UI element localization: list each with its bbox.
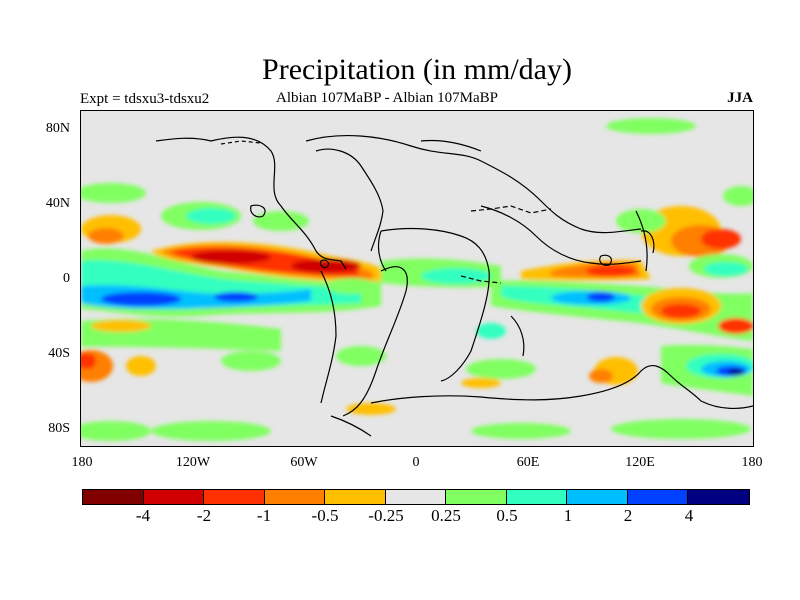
anomaly-blob: [253, 211, 309, 231]
colorbar: [82, 489, 750, 505]
anomaly-blob: [421, 268, 491, 284]
colorbar-label: -4: [135, 506, 151, 525]
anomaly-blob: [461, 378, 501, 388]
colorbar-swatch: [264, 490, 325, 504]
coastline-eurasia: [305, 134, 642, 234]
anomaly-field: [81, 118, 753, 441]
period-label: Albian 107MaBP - Albian 107MaBP: [276, 90, 498, 106]
anomaly-blob: [466, 359, 536, 379]
coastline-east-asia: [635, 210, 648, 272]
anomaly-blob: [81, 183, 146, 203]
anomaly-blob: [611, 419, 751, 439]
colorbar-label: 0.5: [496, 506, 518, 525]
anomaly-blob: [326, 278, 376, 294]
coastline-island: [599, 254, 613, 266]
coastline-island: [250, 204, 266, 218]
coastline-africa: [380, 227, 490, 382]
anomaly-blob: [346, 403, 396, 415]
experiment-label: Expt = tdsxu3-tdsxu2: [80, 91, 210, 107]
coastline-japan: [640, 230, 655, 254]
anomaly-blob: [476, 323, 506, 339]
anomaly-blob: [723, 186, 753, 206]
lat-tick-label: 80N: [45, 121, 70, 136]
coastline-north-america-east: [315, 148, 384, 252]
colorbar-label: -0.5: [311, 506, 339, 525]
colorbar-label: 1: [563, 506, 573, 525]
coastline-south-america-east: [342, 266, 408, 417]
coastline-island: [319, 259, 330, 269]
colorbar-swatch: [83, 490, 144, 504]
colorbar-label: 4: [684, 506, 694, 525]
anomaly-blob: [589, 369, 613, 383]
lon-tick-label: 120W: [175, 455, 211, 470]
coastline-antarctica: [370, 364, 753, 409]
lon-tick-label: 120E: [625, 455, 655, 470]
colorbar-label: 2: [623, 506, 633, 525]
colorbar-swatch: [143, 490, 204, 504]
colorbar-swatch: [506, 490, 567, 504]
anomaly-blob: [214, 292, 258, 302]
lon-tick-label: 180: [71, 455, 93, 470]
coastline-island-arc: [470, 205, 552, 214]
coastline-arctic: [155, 137, 212, 142]
anomaly-blob: [291, 259, 361, 273]
anomaly-blob: [126, 356, 156, 376]
anomaly-blob: [186, 208, 236, 224]
coastlines: [155, 134, 753, 437]
lat-tick-label: 0: [63, 271, 70, 286]
colorbar-label: -2: [196, 506, 212, 525]
anomaly-blob: [704, 262, 748, 276]
lon-tick-label: 180: [741, 455, 763, 470]
anomaly-blob: [718, 318, 753, 334]
coastline-india: [510, 315, 525, 357]
anomaly-blob: [728, 369, 744, 375]
anomaly-blob: [88, 228, 124, 244]
colorbar-swatch: [325, 490, 386, 504]
colorbar-swatch: [385, 490, 446, 504]
map-panel: [80, 110, 754, 447]
anomaly-blob: [91, 320, 151, 332]
coastline-eurasia-south: [480, 205, 642, 265]
coastline-south-america: [320, 270, 337, 404]
colorbar-label: -0.25: [368, 506, 404, 525]
anomaly-blob: [587, 292, 615, 302]
anomaly-blob: [471, 423, 571, 439]
colorbar-swatch: [567, 490, 628, 504]
colorbar-swatch: [446, 490, 507, 504]
colorbar-swatch: [688, 490, 749, 504]
precip-map: [81, 111, 753, 446]
coastline-north-america: [210, 136, 347, 270]
colorbar-label: 0.25: [431, 506, 461, 525]
colorbar-swatch: [204, 490, 265, 504]
coastline-greenland: [420, 139, 482, 152]
anomaly-blob: [701, 229, 741, 249]
anomaly-blob: [101, 292, 181, 306]
season-label: JJA: [727, 90, 753, 106]
anomaly-blob: [221, 351, 281, 371]
anomaly-blob: [151, 421, 271, 441]
anomaly-blob: [81, 353, 96, 369]
anomaly-blob: [661, 304, 701, 318]
lon-tick-label: 60E: [516, 455, 540, 470]
lon-tick-label: 0: [412, 455, 420, 470]
colorbar-label: -1: [256, 506, 272, 525]
colorbar-swatch: [627, 490, 688, 504]
coastline-island-arc-2: [460, 275, 502, 284]
plot-title: Precipitation (in mm/day): [262, 53, 572, 86]
anomaly-blob: [606, 118, 696, 134]
anomaly-blob: [336, 346, 386, 366]
anomaly-blob: [81, 421, 151, 441]
coastline-africa-west: [377, 230, 387, 272]
anomaly-blob: [191, 250, 271, 264]
lon-tick-label: 60W: [290, 455, 318, 470]
lat-tick-label: 40S: [48, 346, 70, 361]
anomaly-blob: [586, 265, 636, 277]
lat-tick-label: 80S: [48, 421, 70, 436]
lat-tick-label: 40N: [45, 196, 70, 211]
coastline-antarctica-west: [330, 415, 372, 437]
